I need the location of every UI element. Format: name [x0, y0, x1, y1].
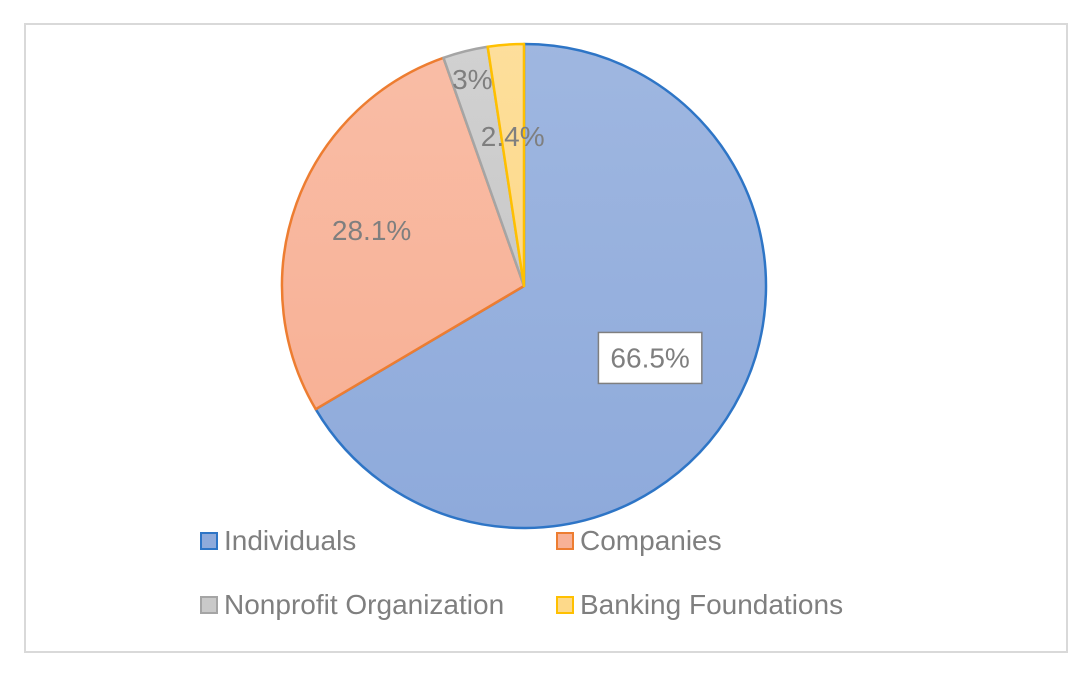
data-label-banking-foundations: 2.4%: [481, 121, 545, 152]
data-label-individuals: 66.5%: [610, 342, 689, 373]
data-label-box-individuals: [597, 331, 703, 385]
pie-slice-companies[interactable]: [280, 56, 526, 411]
pie-data-labels: 66.5% 28.1% 3% 2.4%: [332, 64, 703, 385]
pie-slice-banking-foundations[interactable]: [486, 42, 526, 288]
legend-swatch-banking-foundations: [556, 596, 574, 614]
legend-label-nonprofit: Nonprofit Organization: [224, 589, 505, 620]
legend-swatch-companies: [556, 532, 574, 550]
legend-item-nonprofit[interactable]: Nonprofit Organization: [200, 590, 504, 620]
legend-swatch-nonprofit: [200, 596, 218, 614]
pie-slice-individuals[interactable]: [314, 42, 768, 530]
data-label-nonprofit-organization: 3%: [452, 64, 492, 95]
legend-label-individuals: Individuals: [224, 525, 357, 556]
legend-swatch-individuals: [200, 532, 218, 550]
legend-item-banking-foundations[interactable]: Banking Foundations: [556, 590, 843, 620]
data-label-companies: 28.1%: [332, 215, 411, 246]
legend-item-individuals[interactable]: Individuals: [200, 526, 356, 556]
legend-label-companies: Companies: [580, 525, 722, 556]
legend-item-companies[interactable]: Companies: [556, 526, 722, 556]
pie-slices: [280, 42, 768, 530]
legend-label-banking-foundations: Banking Foundations: [580, 589, 844, 620]
